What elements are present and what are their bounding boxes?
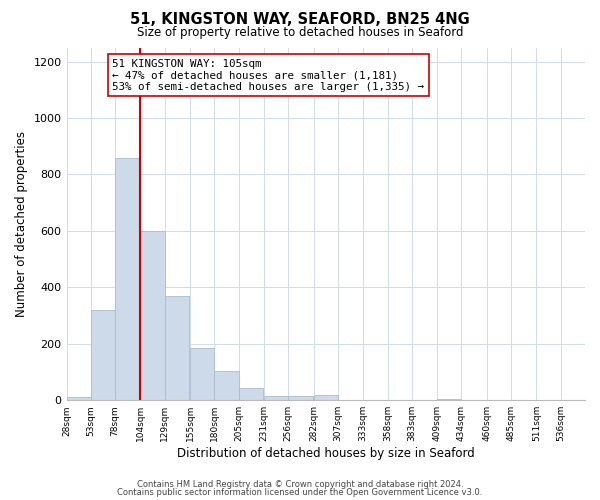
Text: 51, KINGSTON WAY, SEAFORD, BN25 4NG: 51, KINGSTON WAY, SEAFORD, BN25 4NG (130, 12, 470, 28)
Text: Contains public sector information licensed under the Open Government Licence v3: Contains public sector information licen… (118, 488, 482, 497)
Bar (115, 158, 139, 400)
Bar (214, 370, 239, 400)
Bar (289, 396, 313, 400)
Bar (165, 296, 189, 400)
Bar (67, 398, 91, 400)
Bar (437, 399, 461, 400)
Bar (239, 388, 263, 400)
Y-axis label: Number of detached properties: Number of detached properties (15, 131, 28, 317)
Bar (91, 310, 115, 400)
Text: 51 KINGSTON WAY: 105sqm
← 47% of detached houses are smaller (1,181)
53% of semi: 51 KINGSTON WAY: 105sqm ← 47% of detache… (112, 59, 424, 92)
Bar (264, 396, 289, 400)
X-axis label: Distribution of detached houses by size in Seaford: Distribution of detached houses by size … (177, 447, 475, 460)
Bar (140, 231, 165, 400)
Bar (314, 394, 338, 400)
Text: Contains HM Land Registry data © Crown copyright and database right 2024.: Contains HM Land Registry data © Crown c… (137, 480, 463, 489)
Text: Size of property relative to detached houses in Seaford: Size of property relative to detached ho… (137, 26, 463, 39)
Bar (190, 348, 214, 400)
